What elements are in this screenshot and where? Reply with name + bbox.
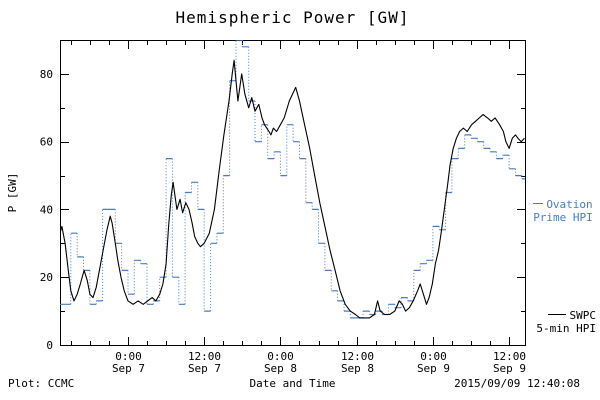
- svg-text:Sep 7: Sep 7: [112, 362, 145, 375]
- axes-frame: [60, 40, 526, 346]
- svg-text:60: 60: [40, 136, 53, 149]
- series-swpc-line: [60, 59, 525, 319]
- swpc-line-icon: [547, 314, 566, 315]
- svg-text:0: 0: [46, 339, 53, 352]
- svg-text:Sep 8: Sep 8: [264, 362, 297, 375]
- svg-text:Sep 8: Sep 8: [341, 362, 374, 375]
- legend-ovation-row1: Ovation: [526, 198, 600, 211]
- ovation-dash-icon: [533, 203, 544, 204]
- axis-ticks: [61, 41, 525, 346]
- series-ovation-connectors: [70, 40, 523, 318]
- svg-text:Sep 7: Sep 7: [188, 362, 221, 375]
- svg-text:12:00: 12:00: [341, 350, 374, 363]
- legend-swpc: SWPC 5-min HPI: [522, 309, 600, 335]
- svg-text:40: 40: [40, 203, 53, 216]
- legend-ovation: Ovation Prime HPI: [526, 198, 600, 224]
- svg-text:20: 20: [40, 271, 53, 284]
- plot-credit: Plot: CCMC: [8, 377, 75, 390]
- svg-text:80: 80: [40, 68, 53, 81]
- y-axis-label: P [GW]: [6, 173, 19, 213]
- series-ovation-steps: [60, 40, 525, 319]
- svg-text:Sep 9: Sep 9: [417, 362, 450, 375]
- chart-title: Hemispheric Power [GW]: [175, 8, 410, 27]
- svg-text:0:00: 0:00: [420, 350, 447, 363]
- svg-text:12:00: 12:00: [493, 350, 526, 363]
- legend-swpc-label2: 5-min HPI: [536, 322, 596, 335]
- legend-swpc-row1: SWPC: [522, 309, 596, 322]
- svg-text:Sep 9: Sep 9: [493, 362, 526, 375]
- svg-text:12:00: 12:00: [188, 350, 221, 363]
- x-axis-label: Date and Time: [249, 377, 336, 390]
- svg-text:0:00: 0:00: [267, 350, 294, 363]
- plot-timestamp: 2015/09/09 12:40:08: [454, 377, 580, 390]
- legend-ovation-label2: Prime HPI: [533, 211, 593, 224]
- legend-ovation-label1: Ovation: [546, 198, 593, 211]
- svg-text:0:00: 0:00: [115, 350, 142, 363]
- legend-swpc-label1: SWPC: [569, 309, 597, 322]
